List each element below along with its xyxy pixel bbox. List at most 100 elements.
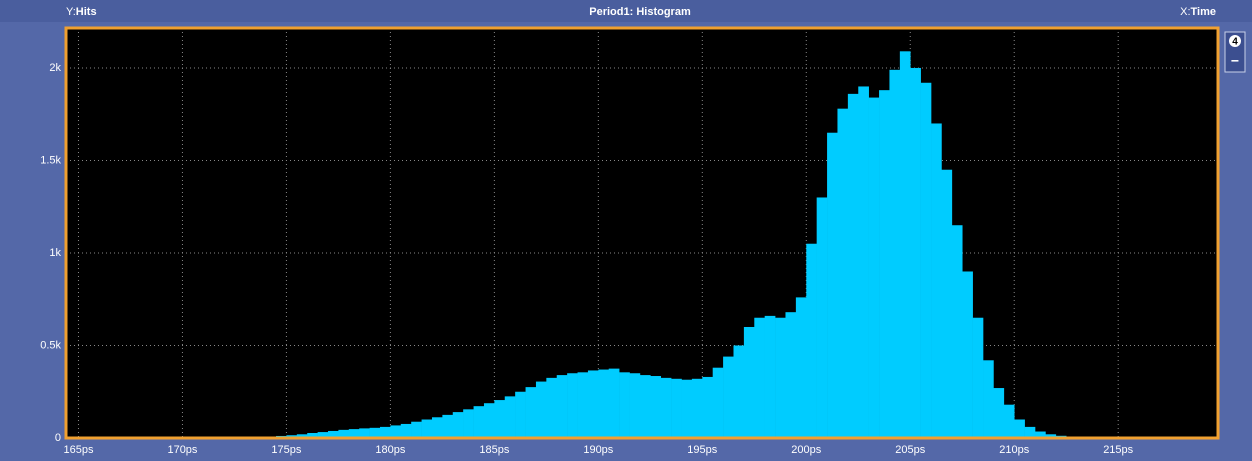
- x-axis-label: X:Time: [1180, 6, 1216, 18]
- y-axis-label: Y:Hits: [66, 6, 97, 18]
- bar: [972, 317, 984, 438]
- x-tick-label: 190ps: [583, 444, 613, 456]
- bar: [400, 423, 412, 438]
- bar: [816, 197, 828, 438]
- y-prefix: Y:: [66, 6, 76, 18]
- bar: [671, 378, 682, 438]
- x-tick-label: 170ps: [167, 444, 197, 456]
- chart-title: Period1: Histogram: [589, 6, 691, 18]
- bar: [463, 409, 474, 438]
- bar: [483, 403, 495, 438]
- bar: [920, 82, 932, 438]
- bar: [743, 326, 755, 438]
- side-button-label[interactable]: 4: [1232, 37, 1238, 48]
- bar: [421, 419, 433, 438]
- bar: [733, 345, 745, 438]
- bar: [775, 317, 786, 438]
- bar: [941, 169, 953, 439]
- header-bar: [0, 0, 1252, 22]
- bar: [764, 315, 776, 438]
- x-tick-label: 200ps: [791, 444, 821, 456]
- bar: [827, 132, 838, 438]
- x-tick-label: 180ps: [375, 444, 405, 456]
- bar: [369, 427, 381, 438]
- bar: [868, 97, 880, 439]
- bar: [1035, 431, 1046, 438]
- bar: [910, 67, 921, 438]
- bar: [962, 271, 973, 438]
- y-tick-label: 1.5k: [40, 154, 61, 166]
- bar: [785, 312, 797, 438]
- bar: [535, 381, 547, 438]
- bar: [639, 375, 651, 438]
- bar: [723, 356, 734, 438]
- x-tick-label: 195ps: [687, 444, 717, 456]
- bar: [702, 376, 714, 438]
- bar: [993, 388, 1005, 438]
- bar: [795, 297, 807, 438]
- bar: [431, 417, 443, 438]
- bar: [629, 373, 641, 438]
- bar: [587, 370, 599, 438]
- x-prefix: X:: [1180, 6, 1190, 18]
- y-name: Hits: [76, 6, 97, 18]
- bar: [931, 123, 942, 439]
- bar: [608, 368, 620, 438]
- bar: [951, 225, 963, 438]
- bar: [1003, 404, 1015, 438]
- bar: [473, 406, 485, 438]
- bar: [619, 372, 630, 438]
- bar: [338, 429, 350, 438]
- bar: [650, 376, 662, 438]
- y-tick-label: 0: [55, 432, 61, 444]
- bar: [681, 379, 693, 438]
- plot-area: [66, 28, 1218, 438]
- bar: [452, 412, 464, 438]
- bar: [1024, 426, 1036, 438]
- bar: [806, 243, 817, 438]
- x-tick-label: 175ps: [271, 444, 301, 456]
- bar: [754, 317, 765, 438]
- marks: [66, 28, 1218, 439]
- bar: [504, 396, 516, 438]
- bar: [858, 86, 869, 439]
- side-button-2-label[interactable]: −: [1231, 53, 1239, 69]
- x-tick-label: 165ps: [63, 444, 93, 456]
- bar: [442, 414, 454, 438]
- y-tick-label: 1k: [49, 247, 61, 259]
- bar: [567, 373, 578, 438]
- side-button-circle[interactable]: [1229, 35, 1241, 47]
- bar: [889, 69, 901, 438]
- bar: [837, 108, 849, 438]
- bar: [899, 51, 911, 438]
- plot-border: [64, 26, 1220, 440]
- bar: [598, 369, 610, 438]
- bar: [847, 93, 859, 438]
- bar: [1045, 434, 1057, 438]
- bar: [379, 426, 391, 438]
- bar: [983, 360, 994, 438]
- bar: [515, 391, 526, 438]
- bar: [712, 367, 724, 438]
- bar: [359, 428, 370, 438]
- x-name: Time: [1191, 6, 1216, 18]
- bar: [328, 430, 339, 438]
- bar: [660, 377, 672, 438]
- bar: [411, 421, 422, 438]
- y-tick-label: 0.5k: [40, 339, 61, 351]
- bar: [879, 90, 890, 438]
- x-tick-label: 215ps: [1103, 444, 1133, 456]
- bar: [691, 378, 703, 438]
- bar: [577, 372, 589, 438]
- x-tick-label: 205ps: [895, 444, 925, 456]
- bar: [307, 433, 318, 438]
- x-tick-label: 210ps: [999, 444, 1029, 456]
- bar: [348, 429, 360, 438]
- bar: [1014, 419, 1025, 438]
- bar: [296, 434, 308, 438]
- y-tick-label: 2k: [49, 62, 61, 74]
- bar: [494, 400, 506, 438]
- bar: [317, 432, 329, 438]
- bar: [556, 375, 568, 438]
